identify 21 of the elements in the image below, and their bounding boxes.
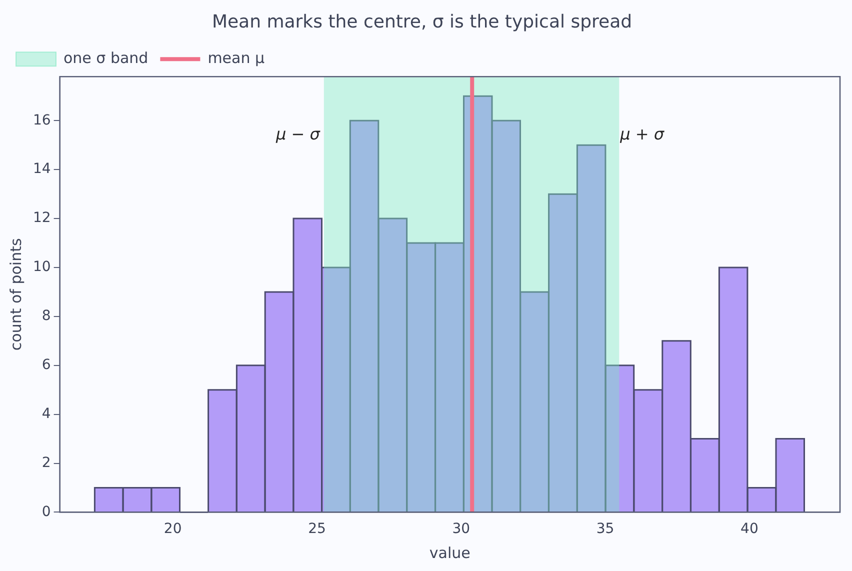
legend-label: mean μ (208, 48, 266, 67)
y-tick-label: 4 (42, 406, 51, 422)
y-tick-label: 14 (32, 161, 51, 178)
x-tick-label: 30 (452, 521, 470, 538)
x-tick-label: 35 (596, 521, 614, 538)
y-tick-label: 10 (32, 259, 51, 276)
y-tick-label: 16 (32, 112, 51, 128)
y-tick-label: 2 (42, 454, 51, 471)
legend-label: one σ band (64, 48, 148, 67)
y-tick-label: 6 (42, 357, 51, 374)
chart-title: Mean marks the centre, σ is the typical spread (212, 11, 632, 32)
x-tick-label: 20 (164, 521, 182, 538)
annotation: μ + σ (619, 124, 665, 144)
x-tick-label: 25 (308, 521, 326, 538)
x-axis-title: value (429, 544, 470, 562)
x-tick-label: 40 (740, 521, 758, 538)
y-tick-label: 0 (42, 504, 51, 520)
annotation: μ − σ (275, 124, 321, 144)
y-tick-label: 8 (42, 308, 51, 324)
y-axis-title: count of points (6, 238, 25, 351)
y-tick-label: 12 (32, 210, 51, 226)
